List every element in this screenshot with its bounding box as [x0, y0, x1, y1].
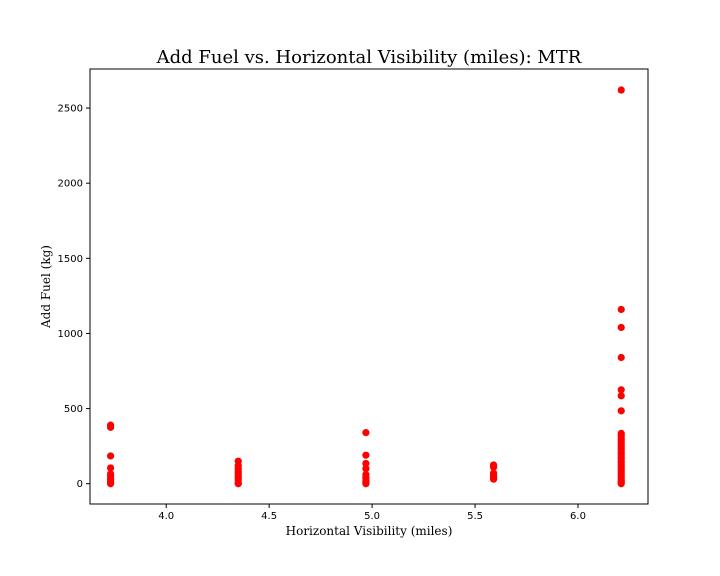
data-point: [617, 386, 625, 394]
data-point: [106, 423, 115, 431]
data-point: [489, 463, 498, 471]
x-axis: 4.0 4.5 5.0 5.5 6.0: [158, 504, 586, 522]
x-axis-label: Horizontal Visibility (miles): [286, 524, 453, 538]
y-tick-label: 0: [77, 479, 83, 490]
data-point: [106, 480, 115, 488]
chart-title: Add Fuel vs. Horizontal Visibility (mile…: [156, 47, 582, 68]
data-point: [362, 465, 370, 473]
data-points: [106, 86, 625, 488]
y-axis-label: Add Fuel (kg): [39, 245, 53, 329]
data-point: [617, 353, 625, 362]
y-tick-label: 1500: [58, 254, 83, 265]
x-tick-label: 6.0: [570, 511, 586, 522]
y-tick-label: 500: [64, 404, 83, 415]
data-point: [617, 305, 625, 314]
y-axis: 0 500 1000 1500 2000 2500: [58, 104, 90, 490]
data-point: [362, 429, 370, 437]
y-tick-label: 2500: [58, 104, 83, 115]
data-point: [106, 464, 115, 472]
y-tick-label: 2000: [58, 179, 83, 190]
plot-frame: [89, 68, 649, 505]
data-point: [362, 480, 370, 488]
data-point: [617, 480, 625, 488]
x-tick-label: 4.5: [261, 511, 277, 522]
x-tick-label: 5.0: [364, 511, 380, 522]
data-point: [489, 475, 498, 483]
y-tick-label: 1000: [58, 329, 83, 340]
x-tick-label: 4.0: [158, 511, 174, 522]
data-point: [234, 480, 242, 488]
data-point: [106, 452, 115, 460]
x-tick-label: 5.5: [467, 511, 483, 522]
data-point: [362, 451, 370, 459]
data-point: [617, 323, 625, 332]
data-point: [617, 407, 625, 415]
data-point: [617, 86, 625, 94]
data-point: [362, 459, 370, 468]
data-point: [617, 392, 625, 400]
